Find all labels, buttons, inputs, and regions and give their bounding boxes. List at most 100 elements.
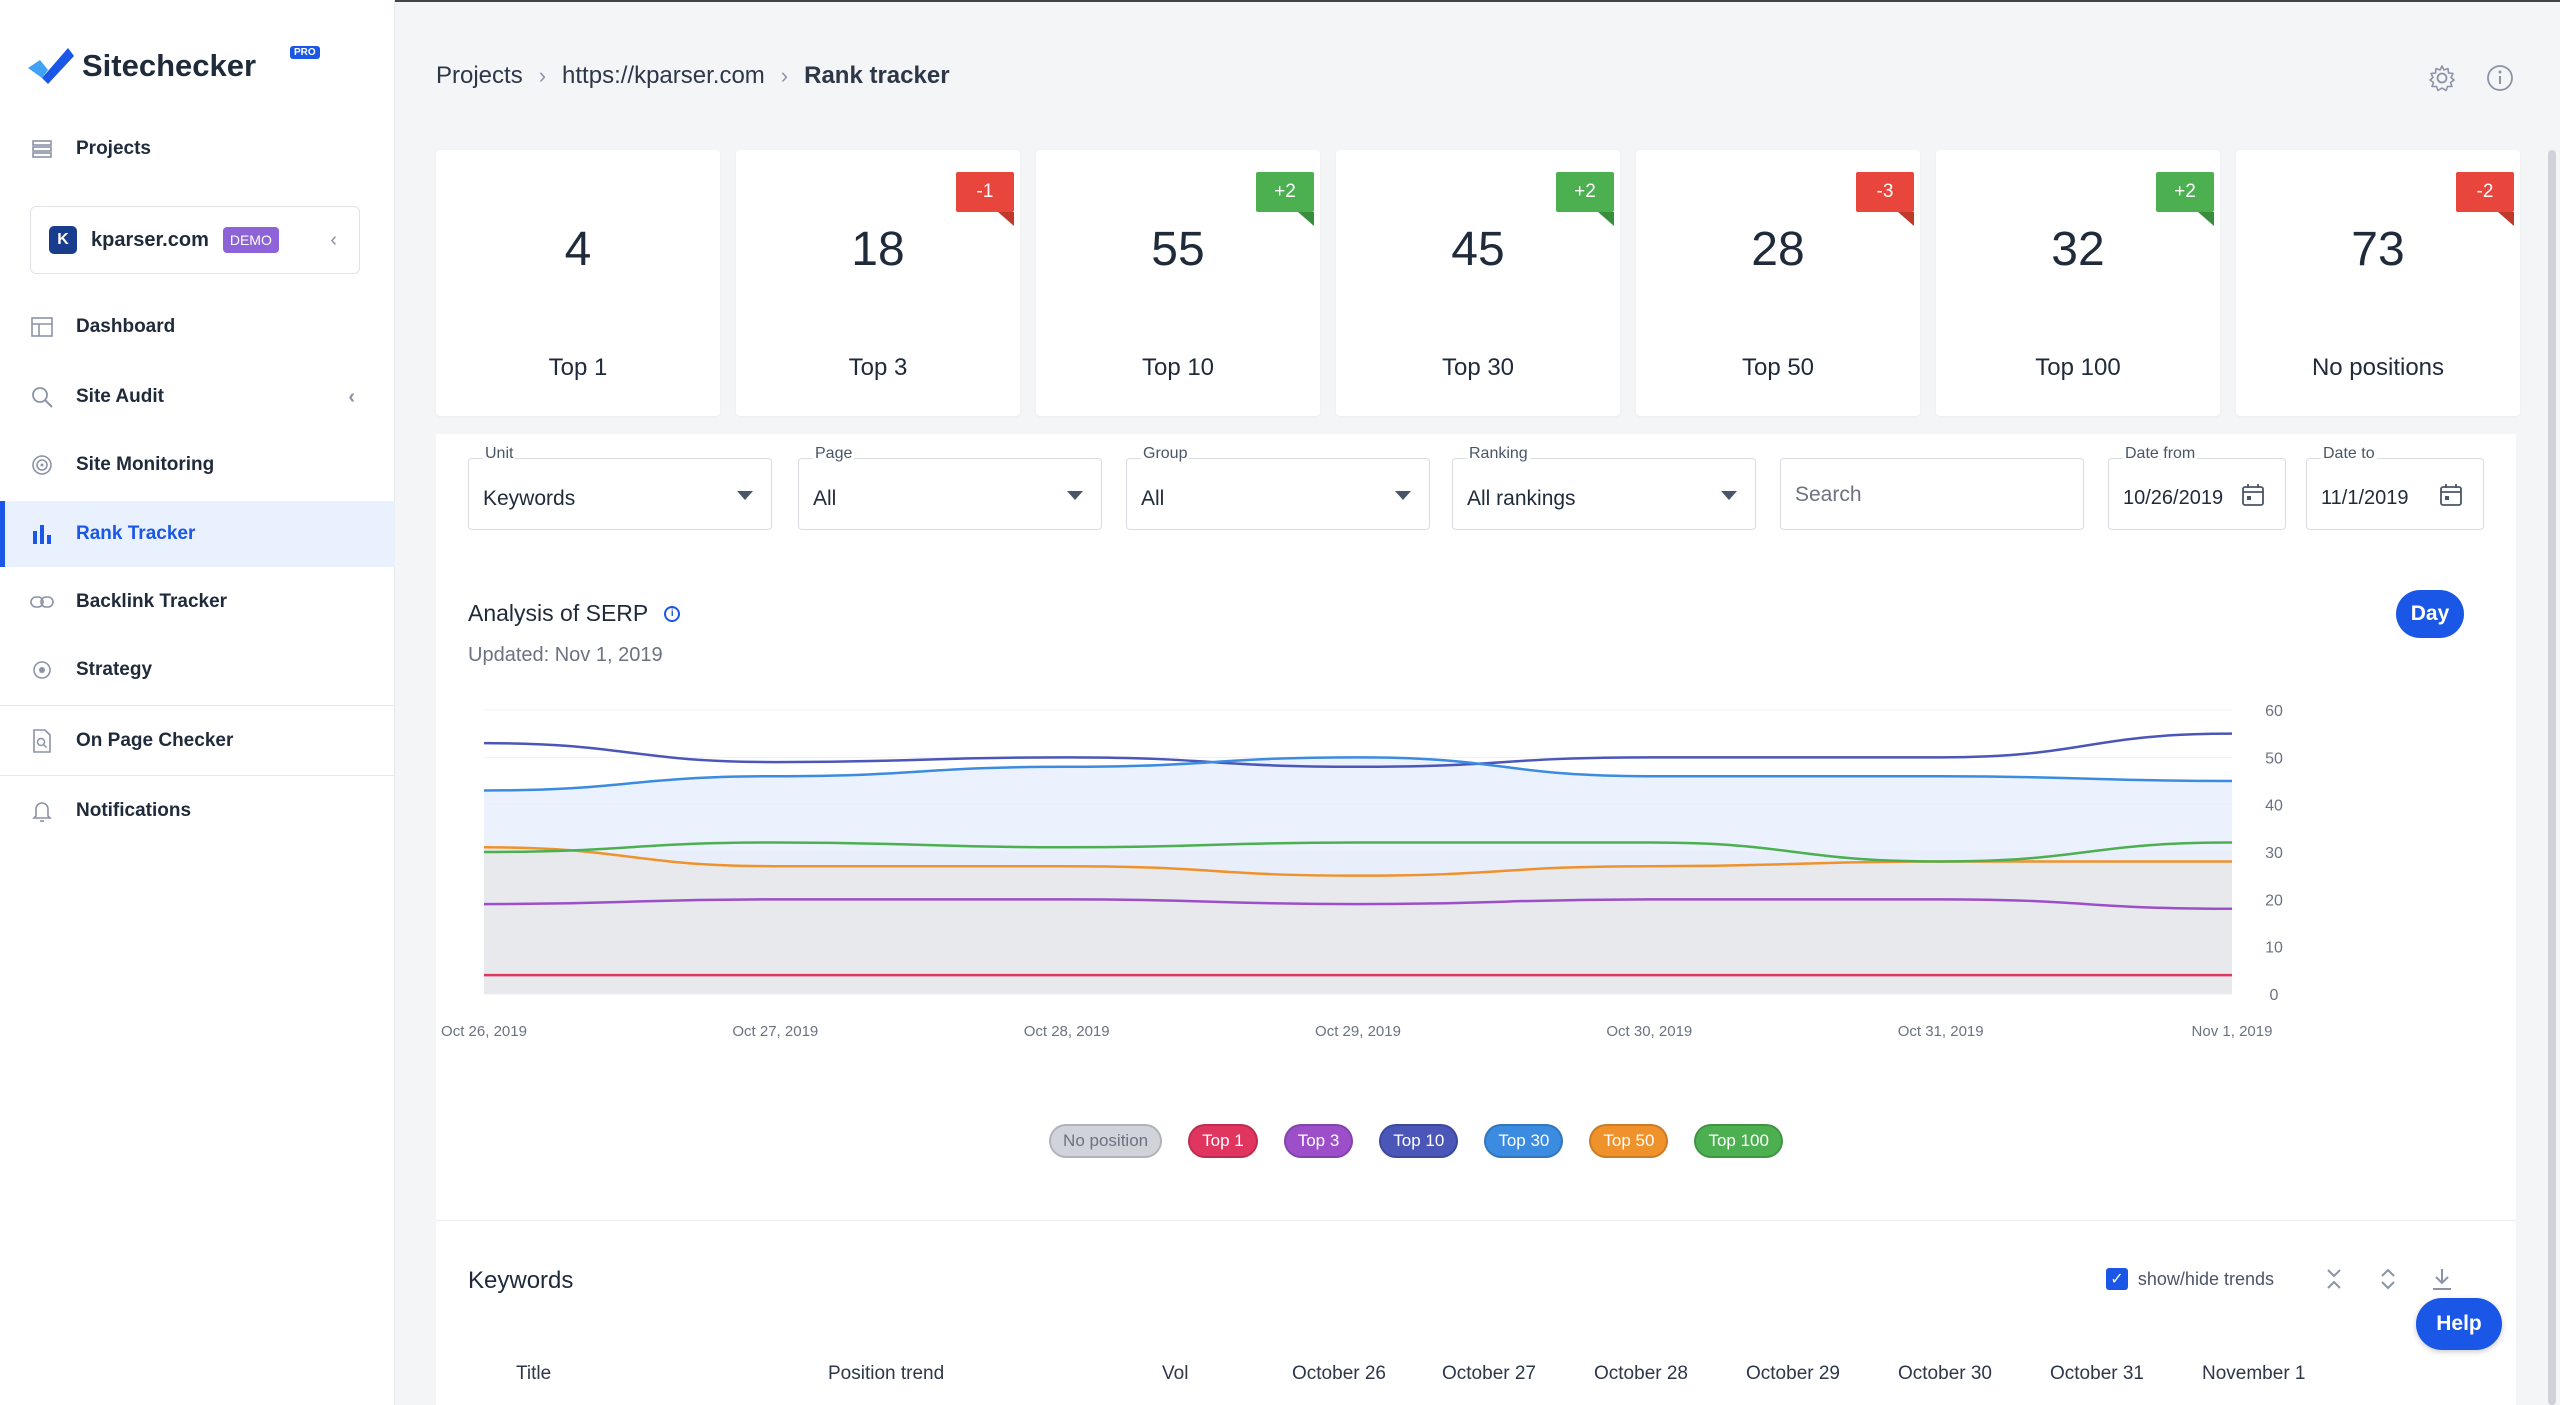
calendar-icon[interactable] <box>2241 483 2265 507</box>
chart-title: Analysis of SERP i <box>468 600 681 627</box>
summary-card[interactable]: 45 Top 30 +2 <box>1336 150 1620 416</box>
x-tick-label: Oct 31, 2019 <box>1898 1023 1984 1040</box>
sidebar-item-label: Site Monitoring <box>76 454 215 475</box>
delta-badge: -1 <box>956 172 1014 226</box>
series-line-top-30 <box>483 756 2233 792</box>
breadcrumb-site[interactable]: https://kparser.com <box>562 62 765 89</box>
card-label: Top 50 <box>1741 354 1815 381</box>
legend-item-top-10[interactable]: Top 10 <box>1379 1124 1459 1158</box>
legend-item-no-position[interactable]: No position <box>1049 1124 1163 1158</box>
pro-badge: PRO <box>290 46 320 59</box>
x-tick-label: Oct 29, 2019 <box>1315 1023 1401 1040</box>
column-header: October 31 <box>2050 1363 2144 1384</box>
sidebar-item-label: On Page Checker <box>76 730 234 751</box>
delta-badge: +2 <box>2156 172 2214 226</box>
card-value: 73 <box>2351 223 2405 276</box>
search-input[interactable]: Search <box>1780 458 2084 530</box>
target-icon <box>30 658 54 682</box>
chevron-left-icon[interactable]: ‹ <box>348 385 355 408</box>
y-tick-label: 40 <box>2265 798 2283 815</box>
download-icon[interactable] <box>2428 1265 2456 1293</box>
list-icon <box>30 137 54 161</box>
page-label: Page <box>813 445 855 463</box>
divider <box>0 705 395 706</box>
sidebar: Sitechecker PRO Projects K kparser.com D… <box>0 0 395 1405</box>
scrollbar[interactable] <box>2548 150 2556 1405</box>
info-icon[interactable] <box>2484 62 2516 94</box>
card-label: No positions <box>2311 354 2445 381</box>
ranking-select[interactable]: Ranking All rankings <box>1452 445 1756 530</box>
series-line-top-100 <box>483 841 2233 863</box>
expand-icon[interactable] <box>2374 1265 2402 1293</box>
delta-badge: -2 <box>2456 172 2514 226</box>
legend-item-top-50[interactable]: Top 50 <box>1589 1124 1669 1158</box>
x-tick-label: Oct 26, 2019 <box>441 1023 527 1040</box>
serp-chart: 0 10 20 30 40 50 60 Oct 26, 2019 Oct 27, 2019 Oct… <box>441 703 2283 1040</box>
summary-card[interactable]: 73 No positions -2 <box>2236 150 2520 416</box>
date-to-field[interactable]: Date to 11/1/2019 <box>2306 445 2484 530</box>
area-top-50 <box>484 847 2232 994</box>
page-select[interactable]: Page All <box>798 445 1102 530</box>
trends-checkbox[interactable]: ✓ <box>2105 1268 2128 1290</box>
legend-item-top-1[interactable]: Top 1 <box>1188 1124 1258 1158</box>
sidebar-item-site-audit[interactable]: Site Audit ‹ <box>0 364 395 430</box>
breadcrumb-projects[interactable]: Projects <box>436 62 523 89</box>
y-tick-label: 30 <box>2265 845 2283 862</box>
card-label: Top 1 <box>548 354 608 381</box>
summary-card[interactable]: 55 Top 10 +2 <box>1036 150 1320 416</box>
sidebar-item-strategy[interactable]: Strategy <box>0 637 395 703</box>
y-tick-label: 20 <box>2265 892 2283 909</box>
summary-card[interactable]: 18 Top 3 -1 <box>736 150 1020 416</box>
keywords-title: Keywords <box>468 1267 574 1294</box>
main-content: Projects › https://kparser.com › Rank tr… <box>396 0 2560 1405</box>
page-value: All <box>813 487 837 510</box>
y-tick-label: 10 <box>2265 940 2283 957</box>
group-select[interactable]: Group All <box>1126 445 1430 530</box>
x-tick-label: Nov 1, 2019 <box>2192 1023 2273 1040</box>
card-value: 18 <box>851 223 905 276</box>
delta-badge: -3 <box>1856 172 1914 226</box>
column-header: Vol <box>1162 1363 1189 1384</box>
legend-item-top-100[interactable]: Top 100 <box>1694 1124 1783 1158</box>
trends-label: show/hide trends <box>2137 1268 2274 1289</box>
info-icon[interactable]: i <box>664 605 681 622</box>
legend-item-top-3[interactable]: Top 3 <box>1283 1124 1354 1158</box>
day-button[interactable]: Day <box>2396 590 2464 638</box>
summary-card[interactable]: 32 Top 100 +2 <box>1936 150 2220 416</box>
card-value: 4 <box>564 223 592 276</box>
calendar-icon[interactable] <box>2439 483 2463 507</box>
summary-card[interactable]: 28 Top 50 -3 <box>1636 150 1920 416</box>
help-button[interactable]: Help <box>2416 1298 2502 1350</box>
search-placeholder: Search <box>1795 483 1862 506</box>
column-header[interactable]: Title <box>516 1363 552 1384</box>
collapse-icon[interactable] <box>2320 1265 2348 1293</box>
logo[interactable]: Sitechecker PRO <box>28 44 320 88</box>
logo-icon <box>28 46 74 86</box>
column-header: October 28 <box>1594 1363 1688 1384</box>
group-label: Group <box>1141 445 1190 463</box>
sidebar-item-backlink-tracker[interactable]: Backlink Tracker <box>0 569 395 635</box>
summary-card[interactable]: 4 Top 1 <box>436 150 720 416</box>
sidebar-item-dashboard[interactable]: Dashboard <box>0 294 395 360</box>
project-selector[interactable]: K kparser.com DEMO ‹ <box>30 206 360 274</box>
sidebar-item-notifications[interactable]: Notifications <box>0 778 395 844</box>
app-name: Sitechecker <box>82 48 257 83</box>
sidebar-item-site-monitoring[interactable]: Site Monitoring <box>0 432 395 498</box>
sidebar-item-projects[interactable]: Projects <box>0 116 395 182</box>
sidebar-item-on-page-checker[interactable]: On Page Checker <box>0 708 395 774</box>
series-line-top-3 <box>483 898 2233 911</box>
delta-badge: +2 <box>1556 172 1614 226</box>
top-border <box>0 0 2560 2</box>
sidebar-item-label: Site Audit <box>76 386 164 407</box>
unit-select[interactable]: Unit Keywords <box>468 445 772 530</box>
chevron-right-icon: › <box>780 63 789 88</box>
legend-item-top-30[interactable]: Top 30 <box>1484 1124 1564 1158</box>
y-tick-label: 60 <box>2265 703 2283 720</box>
card-label: Top 30 <box>1441 354 1515 381</box>
chevron-left-icon[interactable]: ‹ <box>330 228 337 251</box>
sidebar-item-rank-tracker[interactable]: Rank Tracker <box>0 501 395 567</box>
column-header: October 30 <box>1898 1363 1992 1384</box>
gear-icon[interactable] <box>2426 62 2458 94</box>
date-from-field[interactable]: Date from 10/26/2019 <box>2108 445 2286 530</box>
column-header: November 1 <box>2202 1363 2306 1384</box>
